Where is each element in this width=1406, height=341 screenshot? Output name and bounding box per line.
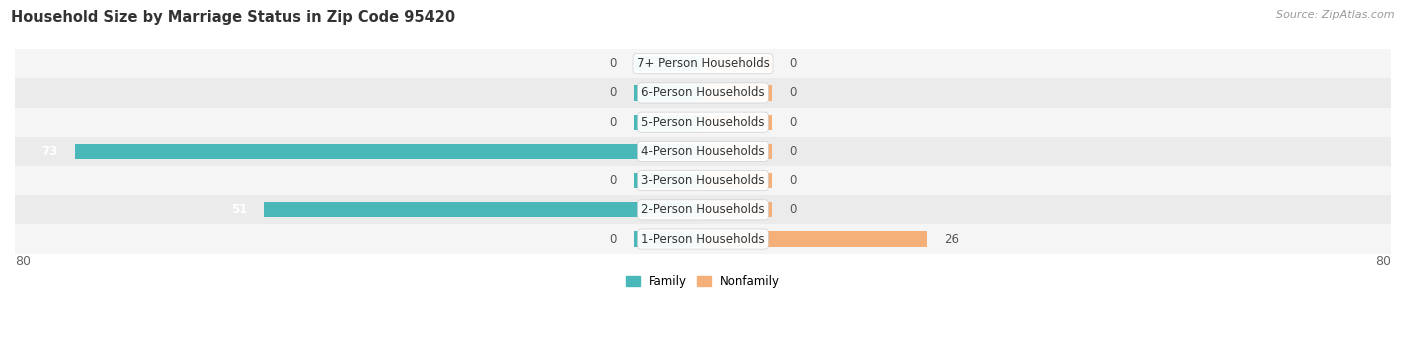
Bar — [15, 166, 1391, 195]
Text: 0: 0 — [789, 145, 796, 158]
Text: 7+ Person Households: 7+ Person Households — [637, 57, 769, 70]
Text: 0: 0 — [610, 233, 617, 246]
Bar — [15, 224, 1391, 254]
Text: 1-Person Households: 1-Person Households — [641, 233, 765, 246]
Text: 73: 73 — [42, 145, 58, 158]
Text: 26: 26 — [943, 233, 959, 246]
Bar — [703, 56, 772, 71]
Text: 5-Person Households: 5-Person Households — [641, 116, 765, 129]
Text: 0: 0 — [789, 57, 796, 70]
Text: 0: 0 — [789, 203, 796, 216]
Text: 80: 80 — [15, 255, 31, 268]
Bar — [634, 115, 703, 130]
Text: Source: ZipAtlas.com: Source: ZipAtlas.com — [1277, 10, 1395, 20]
Bar — [703, 144, 772, 159]
Text: 51: 51 — [231, 203, 247, 216]
Bar — [703, 85, 772, 101]
Text: 3-Person Households: 3-Person Households — [641, 174, 765, 187]
Bar — [634, 173, 703, 188]
Bar — [634, 56, 703, 71]
Bar — [15, 137, 1391, 166]
Text: 0: 0 — [789, 86, 796, 100]
Text: 0: 0 — [610, 116, 617, 129]
Bar — [15, 78, 1391, 107]
Legend: Family, Nonfamily: Family, Nonfamily — [621, 270, 785, 293]
Text: 0: 0 — [610, 174, 617, 187]
Bar — [15, 195, 1391, 224]
Text: 6-Person Households: 6-Person Households — [641, 86, 765, 100]
Bar — [703, 232, 927, 247]
Bar — [703, 202, 772, 218]
Text: 0: 0 — [789, 174, 796, 187]
Text: 2-Person Households: 2-Person Households — [641, 203, 765, 216]
Bar — [634, 85, 703, 101]
Text: 0: 0 — [610, 86, 617, 100]
Text: 0: 0 — [610, 57, 617, 70]
Text: 80: 80 — [1375, 255, 1391, 268]
Text: Household Size by Marriage Status in Zip Code 95420: Household Size by Marriage Status in Zip… — [11, 10, 456, 25]
Bar — [15, 107, 1391, 137]
Bar — [75, 144, 703, 159]
Bar — [703, 115, 772, 130]
Bar — [703, 173, 772, 188]
Bar — [264, 202, 703, 218]
Bar — [634, 232, 703, 247]
Bar — [15, 49, 1391, 78]
Text: 4-Person Households: 4-Person Households — [641, 145, 765, 158]
Text: 0: 0 — [789, 116, 796, 129]
